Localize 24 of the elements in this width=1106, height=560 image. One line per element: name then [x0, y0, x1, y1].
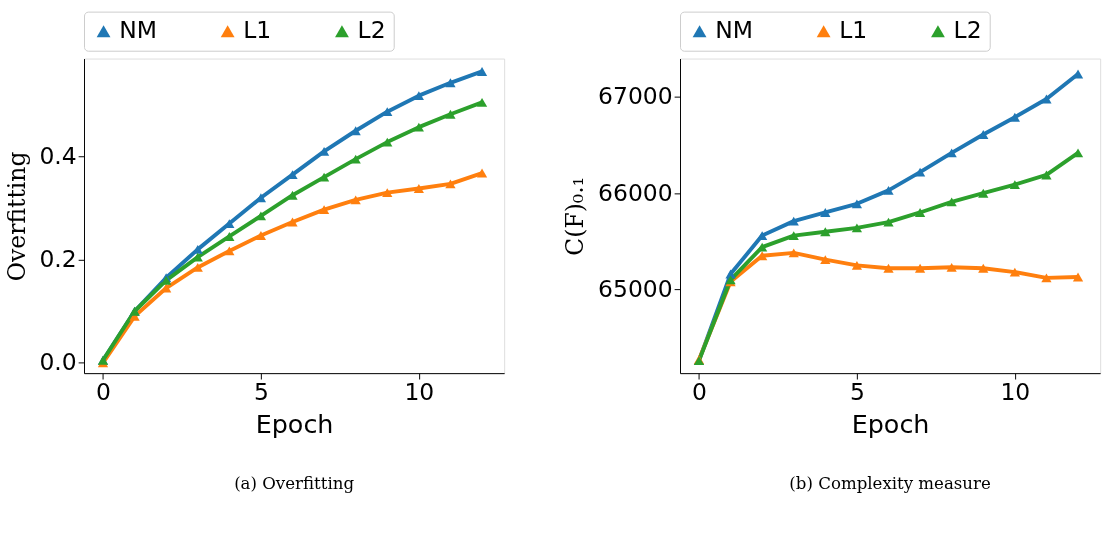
legend-label: L2: [953, 16, 982, 45]
x-axis-title: Epoch: [255, 409, 334, 440]
y-tick-label: 0.4: [39, 141, 77, 170]
x-tick-label: 5: [849, 378, 865, 407]
text: (a) Overfitting: [234, 474, 355, 494]
y-tick-label: 67000: [598, 82, 673, 111]
x-axis-title: Epoch: [851, 409, 930, 440]
y-tick-label: 66000: [598, 178, 673, 207]
y-axis-title: C(F)₀.₁: [561, 176, 590, 256]
x-tick-label: 10: [404, 378, 435, 407]
y-axis-title: Overfitting: [2, 151, 31, 282]
legend-label: NM: [119, 16, 157, 45]
y-tick-label: 0.2: [39, 245, 77, 274]
legend-label: NM: [715, 16, 753, 45]
legend-label: L1: [243, 16, 272, 45]
x-tick-label: 5: [253, 378, 269, 407]
y-tick-label: 0.0: [39, 348, 77, 377]
y-tick-label: 65000: [598, 274, 673, 303]
text: (b) Complexity measure: [789, 474, 991, 494]
x-tick-label: 10: [1000, 378, 1031, 407]
legend-label: L2: [357, 16, 386, 45]
legend-label: L1: [839, 16, 868, 45]
x-tick-label: 0: [96, 378, 111, 407]
x-tick-label: 0: [691, 378, 707, 407]
